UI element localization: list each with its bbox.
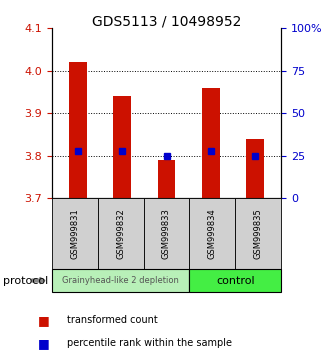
Bar — [158, 160, 175, 198]
Text: protocol: protocol — [3, 275, 49, 286]
Text: transformed count: transformed count — [67, 315, 158, 325]
Text: ■: ■ — [37, 337, 49, 350]
Text: GSM999831: GSM999831 — [70, 208, 79, 259]
Bar — [114, 96, 131, 198]
Text: percentile rank within the sample: percentile rank within the sample — [67, 338, 231, 348]
Text: GSM999832: GSM999832 — [116, 208, 125, 259]
Bar — [246, 139, 264, 198]
Text: GSM999834: GSM999834 — [208, 208, 217, 259]
Bar — [202, 88, 219, 198]
Text: ■: ■ — [37, 314, 49, 327]
Text: GSM999835: GSM999835 — [254, 208, 263, 259]
Text: GDS5113 / 10498952: GDS5113 / 10498952 — [92, 14, 241, 28]
Bar — [69, 62, 87, 198]
Text: Grainyhead-like 2 depletion: Grainyhead-like 2 depletion — [62, 276, 179, 285]
Text: control: control — [216, 275, 255, 286]
Text: GSM999833: GSM999833 — [162, 208, 171, 259]
